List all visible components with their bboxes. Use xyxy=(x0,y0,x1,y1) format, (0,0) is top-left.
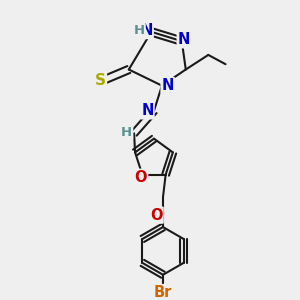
Text: H: H xyxy=(121,125,132,139)
Text: S: S xyxy=(95,73,106,88)
Text: O: O xyxy=(150,208,163,223)
Text: N: N xyxy=(141,103,154,118)
Text: Br: Br xyxy=(154,285,172,300)
Text: N: N xyxy=(178,32,190,47)
Text: O: O xyxy=(135,170,147,185)
Text: N: N xyxy=(140,23,153,38)
Text: H: H xyxy=(134,24,145,37)
Text: N: N xyxy=(162,78,174,93)
